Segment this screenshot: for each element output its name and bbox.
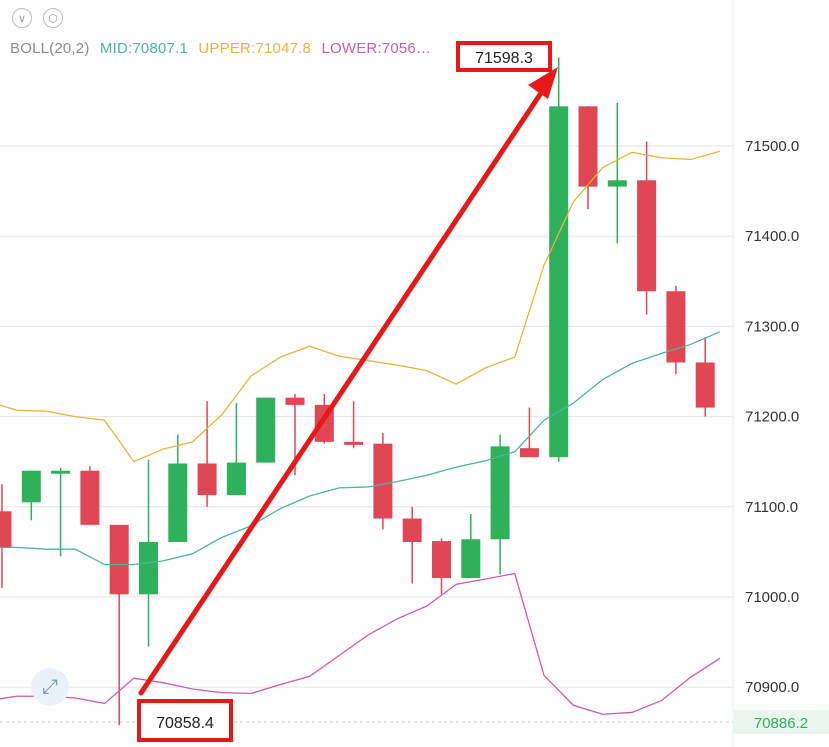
- legend-upper: UPPER:71047.8: [198, 40, 312, 57]
- candle-body: [607, 180, 627, 187]
- y-tick-label: 71200.0: [745, 409, 799, 426]
- candle-body: [549, 106, 569, 458]
- candle-body: [168, 463, 188, 542]
- boll-legend: BOLL(20,2) MID:70807.1 UPPER:71047.8 LOW…: [10, 40, 437, 57]
- candle-body: [256, 397, 276, 463]
- candle-body: [373, 443, 393, 519]
- boll-upper-line: [0, 150, 721, 463]
- candle-body: [344, 441, 364, 445]
- candle-body: [226, 462, 246, 496]
- current-price-badge: [733, 710, 829, 734]
- current-price-label: 70886.2: [754, 715, 808, 732]
- arrow-head: [528, 67, 558, 99]
- candle-body: [666, 291, 686, 363]
- y-tick-label: 71100.0: [745, 499, 798, 516]
- arrow-shaft: [138, 87, 546, 696]
- candle-body: [578, 106, 598, 187]
- chevron-down-icon[interactable]: ∨: [12, 8, 32, 28]
- candle-body: [0, 511, 12, 548]
- boll-lower-line: [0, 572, 721, 715]
- candle-body: [21, 470, 41, 503]
- candle-body: [197, 463, 217, 496]
- boll-mid-line: [0, 331, 721, 566]
- high-label-box: [456, 41, 552, 72]
- candle-body: [51, 470, 71, 474]
- hexagon-settings-icon[interactable]: ⬡: [43, 8, 63, 28]
- legend-mid: MID:70807.1: [99, 40, 189, 57]
- candle-body: [695, 362, 715, 408]
- legend-name: BOLL(20,2): [10, 40, 90, 57]
- low-label-box: [137, 699, 233, 742]
- y-tick-label: 71500.0: [745, 138, 799, 155]
- low-label: 70858.4: [156, 715, 214, 732]
- candle-body: [432, 541, 451, 579]
- candle-body: [80, 470, 100, 525]
- candle-body: [461, 539, 481, 579]
- candle-body: [139, 541, 158, 595]
- candle-body: [519, 448, 539, 458]
- y-tick-label: 71400.0: [745, 228, 799, 245]
- candle-body: [637, 180, 657, 292]
- y-tick-label: 71300.0: [745, 318, 799, 335]
- candle-body: [109, 524, 129, 595]
- high-label: 71598.3: [475, 50, 533, 67]
- candle-body: [490, 446, 510, 540]
- candle-body: [285, 397, 305, 405]
- candle-body: [402, 518, 422, 542]
- expand-icon[interactable]: ⤢: [31, 668, 69, 706]
- legend-lower: LOWER:7056…: [321, 40, 432, 57]
- y-tick-label: 71000.0: [745, 589, 799, 606]
- y-tick-label: 70900.0: [745, 679, 799, 696]
